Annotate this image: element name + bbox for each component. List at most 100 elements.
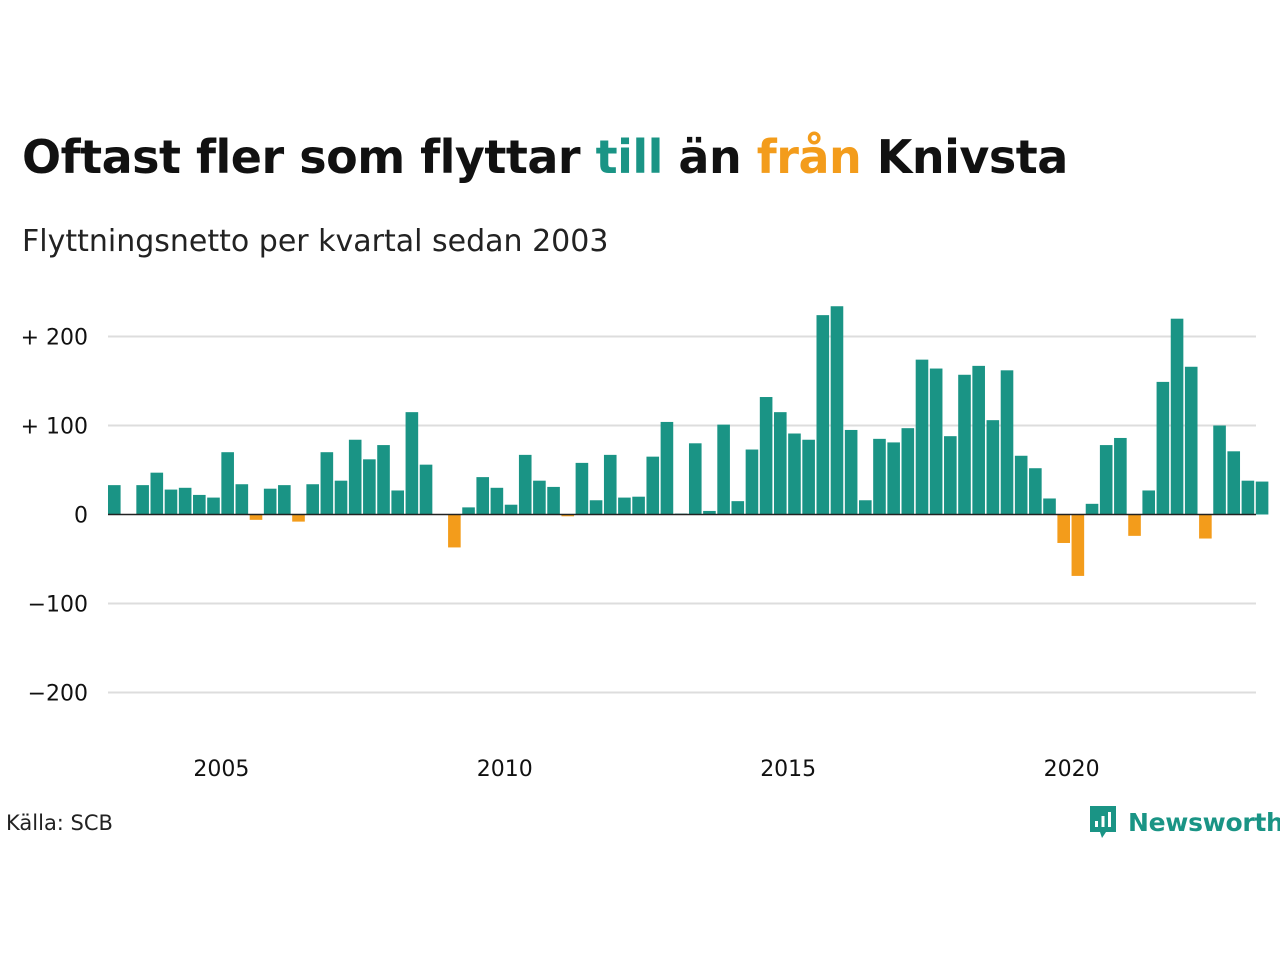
bar: [1184, 366, 1198, 515]
y-axis-labels: + 200 + 100 0 −100 −200: [21, 326, 88, 707]
bar: [1114, 437, 1127, 515]
bar: [1170, 318, 1184, 515]
bar: [462, 507, 475, 515]
brand-logo: Newsworthy: [1088, 804, 1280, 840]
bar: [1128, 514, 1141, 536]
bar: [1255, 481, 1269, 515]
y-tick-label: + 200: [21, 326, 88, 351]
bar: [320, 452, 334, 515]
bar: [533, 480, 546, 515]
bar: [490, 487, 504, 515]
bar: [844, 429, 858, 515]
x-tick-label: 2005: [193, 757, 249, 782]
bar: [703, 510, 716, 515]
bar: [476, 477, 490, 515]
bar: [193, 494, 206, 515]
bar: [263, 488, 277, 515]
bar: [589, 500, 603, 515]
bar: [972, 365, 985, 515]
bar: [1014, 455, 1028, 515]
bar: [802, 439, 815, 515]
bar-chart: + 200 + 100 0 −100 −200 2005 2010 2015 2020: [21, 306, 1269, 782]
y-tick-label: + 100: [21, 415, 88, 440]
bar: [632, 496, 645, 515]
bar: [873, 438, 886, 515]
bar: [575, 462, 589, 515]
bar: [108, 485, 121, 515]
source-label: Källa: SCB: [6, 811, 113, 835]
title-part-5: Knivsta: [861, 130, 1069, 184]
bar: [731, 501, 745, 515]
bar: [235, 484, 249, 515]
bar: [306, 484, 319, 515]
bar: [1000, 370, 1014, 515]
newsworthy-logo-icon: [1090, 806, 1116, 838]
title-keyword-fran: från: [756, 130, 862, 184]
title-keyword-till: till: [595, 130, 664, 184]
bar: [178, 487, 192, 515]
bar: [292, 514, 305, 522]
bar: [646, 456, 660, 515]
bar: [278, 485, 291, 515]
bar: [887, 442, 900, 515]
bar: [603, 454, 617, 515]
bar: [561, 514, 575, 517]
bar: [1227, 451, 1241, 515]
bar: [788, 433, 801, 515]
bar: [518, 454, 532, 515]
bar: [759, 397, 773, 515]
title-part-1: Oftast fler som flyttar: [22, 130, 596, 184]
x-tick-label: 2020: [1044, 757, 1100, 782]
y-tick-label: −100: [28, 593, 88, 618]
bar: [419, 464, 433, 515]
bar: [859, 500, 872, 515]
bar: [1043, 498, 1056, 515]
bar: [1085, 503, 1099, 515]
bar: [958, 374, 971, 515]
bar: [915, 359, 929, 515]
bar: [1156, 381, 1170, 515]
bar: [1142, 490, 1156, 515]
y-tick-label: 0: [74, 504, 88, 529]
bar: [1057, 514, 1070, 543]
bar: [547, 486, 560, 515]
x-tick-label: 2015: [760, 757, 816, 782]
chart-title: Oftast fler som flyttar till än från Kni…: [22, 130, 1068, 184]
bar: [405, 412, 419, 515]
brand-name: Newsworthy: [1128, 807, 1280, 837]
bar: [348, 439, 362, 515]
x-tick-label: 2010: [477, 757, 533, 782]
bar: [1213, 425, 1226, 515]
y-tick-label: −200: [28, 682, 88, 707]
bar: [164, 489, 178, 515]
bar: [929, 368, 943, 515]
bar: [363, 459, 376, 515]
bar: [221, 452, 234, 515]
bar: [377, 445, 390, 515]
x-axis-labels: 2005 2010 2015 2020: [193, 757, 1099, 782]
bar: [391, 490, 404, 515]
bar: [830, 306, 844, 515]
bar: [618, 497, 631, 515]
bar: [249, 514, 263, 520]
bar: [1099, 445, 1113, 515]
bar: [136, 485, 149, 515]
bar: [150, 472, 164, 515]
bar: [688, 443, 702, 515]
title-part-3: än: [662, 130, 757, 184]
bar: [1029, 468, 1042, 515]
bar: [660, 421, 674, 515]
bar: [773, 412, 787, 515]
bar: [745, 449, 759, 515]
bar: [816, 315, 830, 515]
bar: [1199, 514, 1212, 539]
grid-lines: [108, 335, 1256, 694]
bar: [901, 428, 915, 515]
bars: [108, 306, 1269, 576]
bar: [986, 420, 1000, 515]
bar: [207, 497, 220, 515]
bar: [334, 480, 348, 515]
bar: [717, 424, 730, 515]
bar: [944, 436, 957, 515]
bar: [1241, 480, 1255, 515]
